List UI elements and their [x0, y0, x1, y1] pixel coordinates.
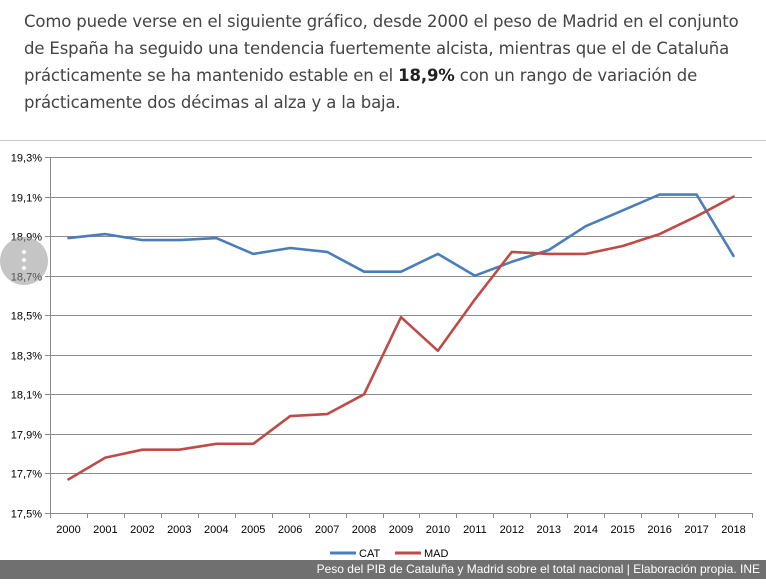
x-tick-label: 2013: [537, 524, 561, 536]
y-tick-label: 19,1%: [11, 193, 42, 205]
x-tick-label: 2012: [500, 524, 524, 536]
article-paragraph: Como puede verse en el siguiente gráfico…: [24, 8, 754, 116]
x-tick-label: 2018: [721, 524, 745, 536]
x-tick-label: 2015: [610, 524, 634, 536]
y-tick-label: 17,5%: [11, 509, 42, 521]
more-options-button[interactable]: [0, 237, 48, 285]
legend-label-cat: CAT: [359, 548, 380, 560]
x-tick-label: 2001: [93, 524, 117, 536]
line-chart: 17,5%17,7%17,9%18,1%18,3%18,5%18,7%18,9%…: [0, 140, 766, 579]
paragraph-highlight: 18,9%: [398, 66, 455, 85]
paragraph-text-start: Como puede verse en el siguiente gráfico…: [24, 12, 739, 85]
y-tick-label: 17,7%: [11, 469, 42, 481]
y-tick-label: 18,3%: [11, 351, 42, 363]
y-tick-label: 18,5%: [11, 311, 42, 323]
series-line-cat: [67, 193, 735, 277]
y-tick-label: 17,9%: [11, 430, 42, 442]
x-tick-label: 2000: [56, 524, 80, 536]
x-tick-label: 2003: [167, 524, 191, 536]
chart-container: 17,5%17,7%17,9%18,1%18,3%18,5%18,7%18,9%…: [0, 140, 766, 579]
x-tick-label: 2006: [278, 524, 302, 536]
x-tick-label: 2016: [647, 524, 671, 536]
x-tick-label: 2002: [130, 524, 154, 536]
series-line-mad: [67, 195, 735, 481]
vertical-dots-icon-dot: [22, 258, 26, 262]
y-tick-label: 18,1%: [11, 390, 42, 402]
x-tick-label: 2010: [426, 524, 450, 536]
x-tick-label: 2008: [352, 524, 376, 536]
x-tick-label: 2014: [573, 524, 597, 536]
y-tick-label: 19,3%: [11, 153, 42, 165]
x-tick-label: 2011: [463, 524, 487, 536]
x-tick-label: 2017: [684, 524, 708, 536]
vertical-dots-icon-dot: [22, 266, 26, 270]
x-tick-label: 2009: [389, 524, 413, 536]
x-tick-label: 2004: [204, 524, 228, 536]
x-tick-label: 2005: [241, 524, 265, 536]
x-tick-label: 2007: [315, 524, 339, 536]
paragraph-text-end: con un rango de variación de prácticamen…: [24, 66, 698, 112]
image-caption: Peso del PIB de Cataluña y Madrid sobre …: [0, 560, 766, 579]
legend-label-mad: MAD: [424, 548, 449, 560]
vertical-dots-icon: [22, 250, 26, 254]
